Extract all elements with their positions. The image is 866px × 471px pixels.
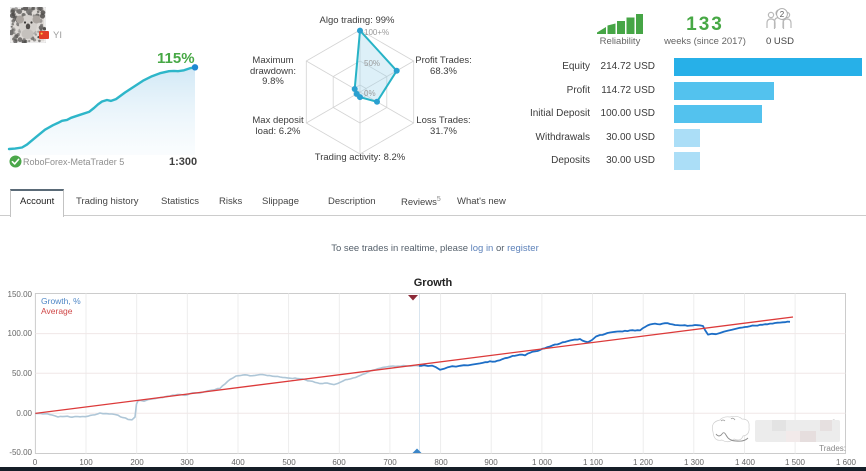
svg-text:2: 2 (780, 10, 785, 19)
svg-text:0%: 0% (364, 89, 376, 98)
svg-text:50%: 50% (364, 59, 380, 68)
svg-text:100+%: 100+% (364, 28, 389, 37)
